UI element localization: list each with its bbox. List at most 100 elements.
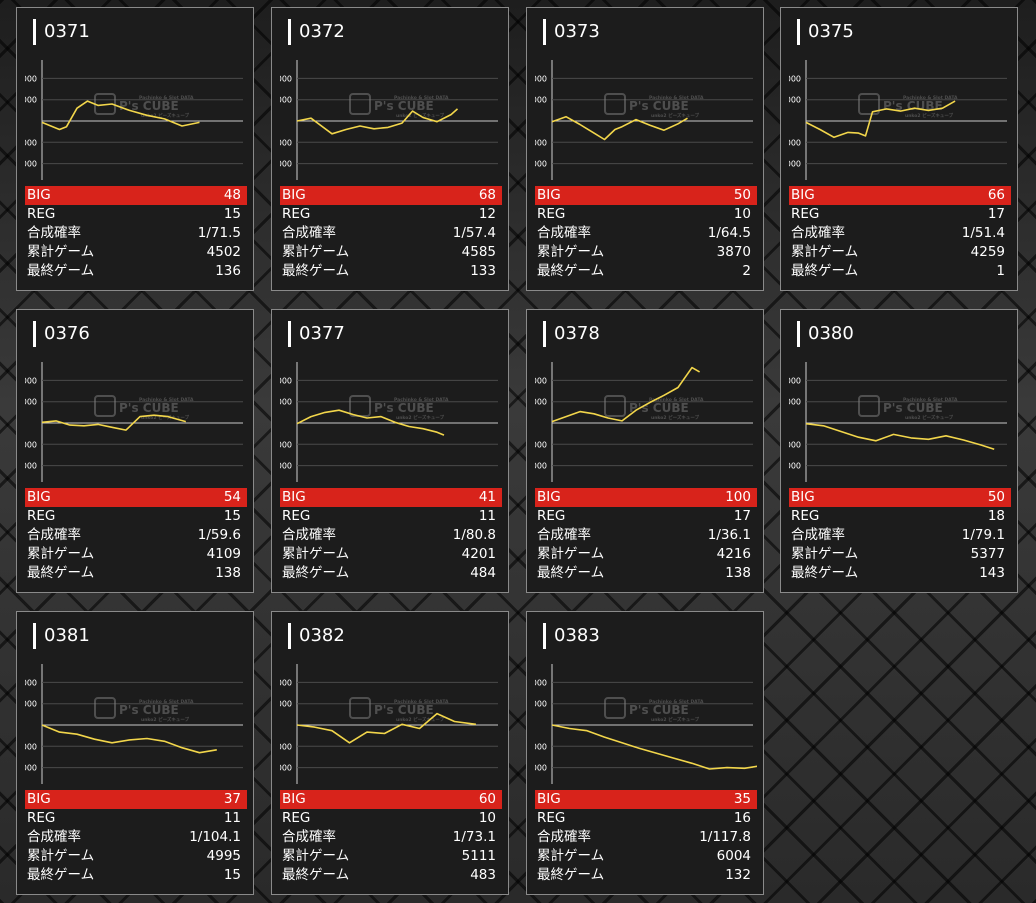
machine-number: 0382 [288,623,345,649]
combined-value: 1/73.1 [452,829,496,845]
combined-label: 合成確率 [791,225,845,241]
reg-row: REG 17 [535,507,757,526]
reg-row: REG 12 [280,205,502,224]
big-row: BIG 41 [280,488,502,507]
slump-line [41,724,217,754]
total-games-row: 累計ゲーム 4502 [25,243,247,262]
reg-value: 11 [478,508,496,524]
reg-value: 12 [478,206,496,222]
combined-row: 合成確率 1/59.6 [25,526,247,545]
reg-row: REG 10 [280,809,502,828]
watermark-sub: unko2 ピーズキューブ [141,414,190,421]
watermark-cube-icon [604,93,626,115]
big-value: 54 [223,489,241,505]
watermark-tagline: Pachinko & Slot DATA [139,95,194,101]
total-games-row: 累計ゲーム 3870 [535,243,757,262]
big-label: BIG [791,489,815,505]
reg-label: REG [537,810,566,826]
last-game-value: 2 [742,263,751,279]
total-games-value: 4216 [716,546,751,562]
total-games-value: 6004 [716,848,751,864]
combined-label: 合成確率 [27,829,81,845]
reg-label: REG [27,206,56,222]
watermark-tagline: Pachinko & Slot DATA [139,699,194,705]
reg-row: REG 10 [535,205,757,224]
big-row: BIG 50 [535,186,757,205]
combined-label: 合成確率 [537,829,591,845]
reg-value: 18 [987,508,1005,524]
big-value: 100 [725,489,751,505]
big-label: BIG [282,791,306,807]
big-label: BIG [27,187,51,203]
machine-number: 0375 [797,19,854,45]
combined-label: 合成確率 [282,829,336,845]
combined-row: 合成確率 1/36.1 [535,526,757,545]
watermark-sub: unko2 ピーズキューブ [651,112,700,119]
slump-line [551,724,757,770]
watermark-tagline: Pachinko & Slot DATA [903,397,958,403]
watermark-brand: P's CUBE [119,703,179,717]
stats-table: BIG 41 REG 11 合成確率 1/80.8 累計ゲーム 4201 最終ゲーム 48… [280,488,502,583]
watermark-tagline: Pachinko & Slot DATA [139,397,194,403]
total-games-label: 累計ゲーム [27,244,95,260]
last-game-label: 最終ゲーム [27,263,95,279]
combined-label: 合成確率 [282,225,336,241]
last-game-label: 最終ゲーム [537,565,605,581]
watermark-sub: unko2 ピーズキューブ [651,716,700,723]
last-game-row: 最終ゲーム 132 [535,866,757,885]
last-game-label: 最終ゲーム [537,867,605,883]
combined-value: 1/80.8 [452,527,496,543]
slump-line [41,100,200,131]
reg-value: 15 [223,206,241,222]
watermark-sub: unko2 ピーズキューブ [396,414,445,421]
reg-value: 16 [733,810,751,826]
reg-value: 10 [733,206,751,222]
machine-number: 0373 [543,19,600,45]
watermark-brand: P's CUBE [374,703,434,717]
last-game-value: 136 [215,263,241,279]
last-game-label: 最終ゲーム [791,565,859,581]
machine-number: 0377 [288,321,345,347]
last-game-row: 最終ゲーム 15 [25,866,247,885]
total-games-row: 累計ゲーム 5111 [280,847,502,866]
total-games-row: 累計ゲーム 4585 [280,243,502,262]
total-games-label: 累計ゲーム [791,244,859,260]
watermark-sub: unko2 ピーズキューブ [651,414,700,421]
watermark-brand: P's CUBE [374,99,434,113]
last-game-row: 最終ゲーム 484 [280,564,502,583]
watermark-brand: P's CUBE [629,703,689,717]
